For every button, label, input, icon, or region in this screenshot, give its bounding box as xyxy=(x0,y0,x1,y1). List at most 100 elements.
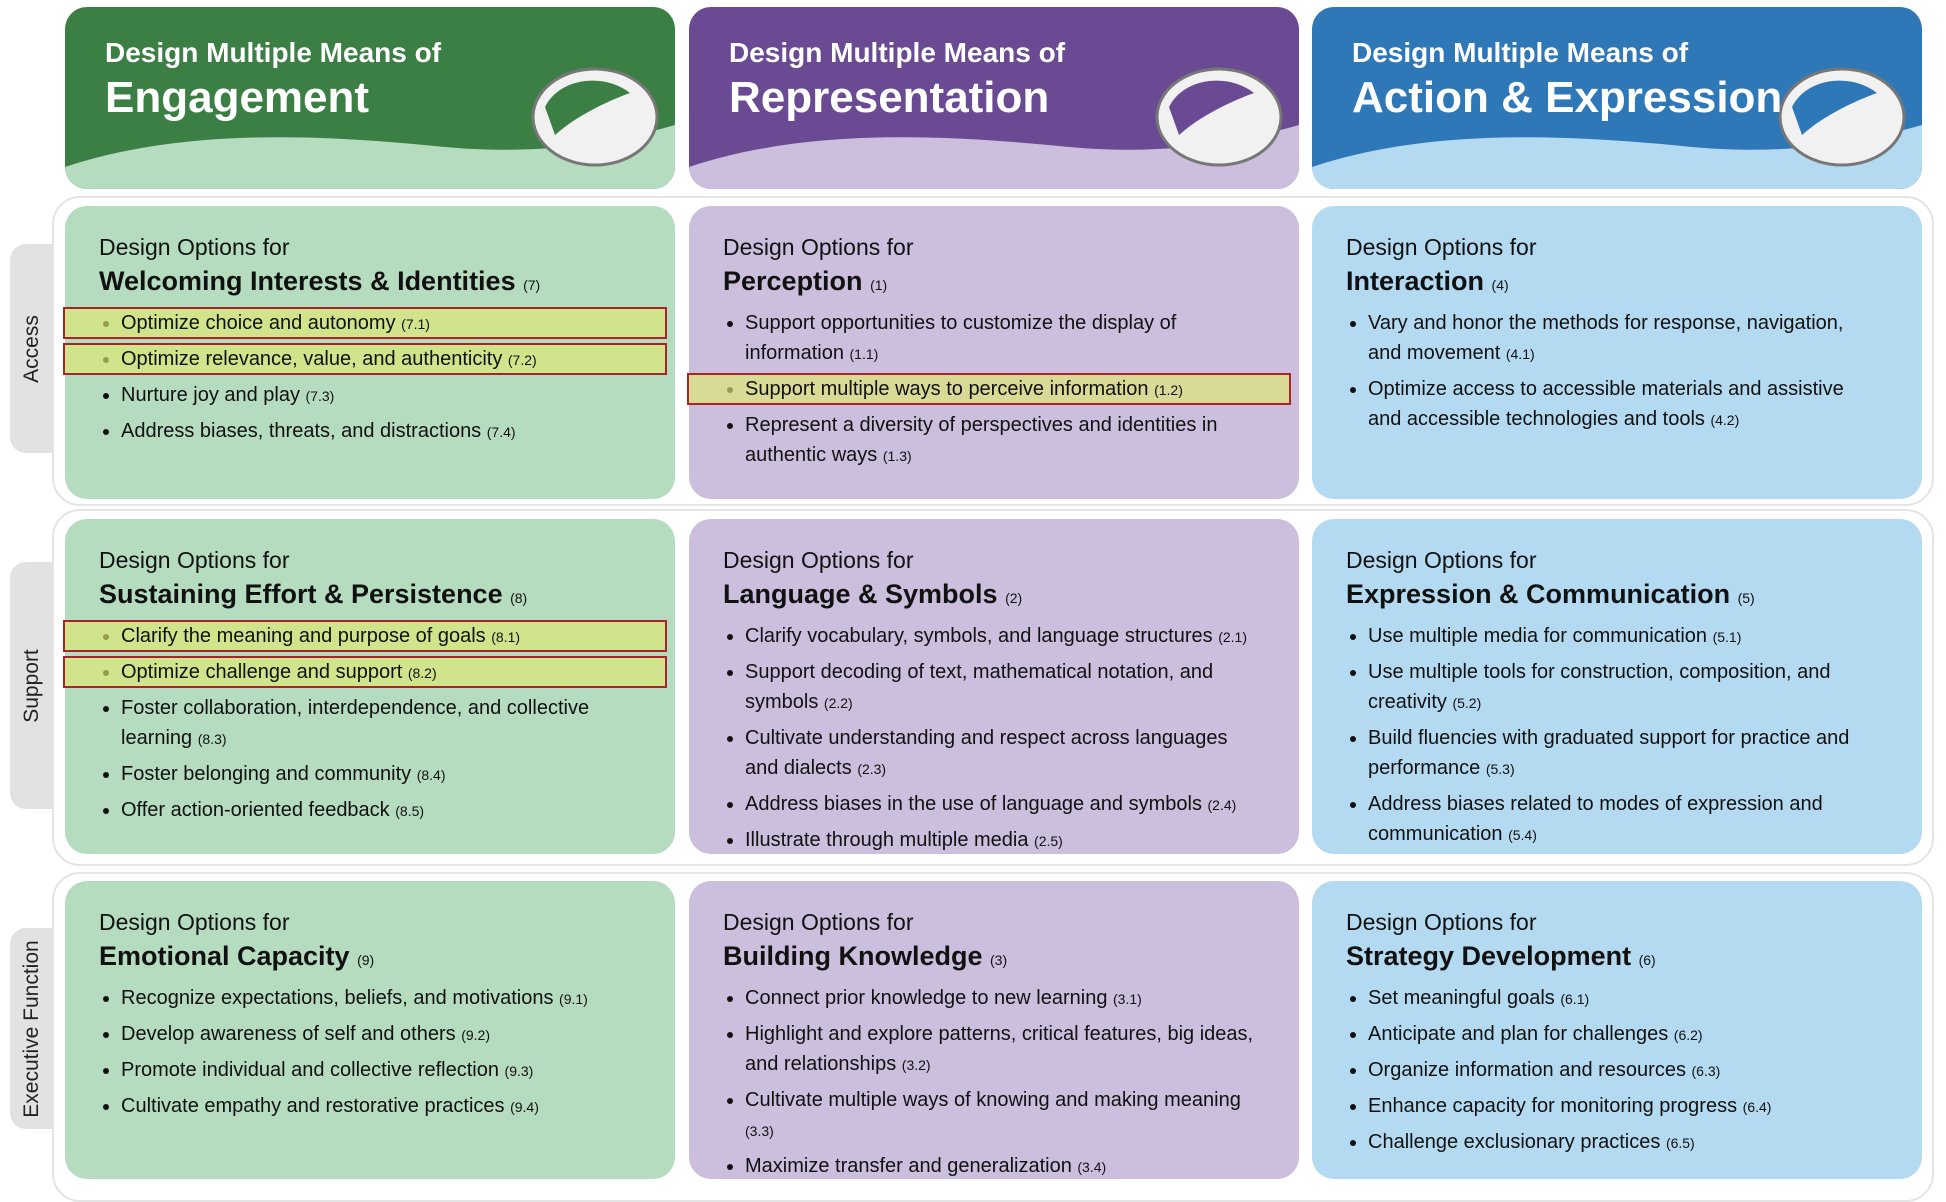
item-text: Illustrate through multiple media xyxy=(745,829,1029,851)
option-list: Clarify the meaning and purpose of goals… xyxy=(63,620,667,826)
item-text: Highlight and explore patterns, critical… xyxy=(745,1023,1254,1075)
cell-title-text: Sustaining Effort & Persistence xyxy=(99,579,503,609)
option-item: Clarify vocabulary, symbols, and languag… xyxy=(745,621,1255,652)
option-cell: Design Options for Language & Symbols (2)… xyxy=(689,519,1299,854)
option-cell: Design Options for Welcoming Interests & … xyxy=(63,206,675,499)
option-cell: Design Options for Building Knowledge (3)… xyxy=(689,881,1299,1179)
header-wave xyxy=(689,67,1299,189)
option-item: Use multiple tools for construction, com… xyxy=(1368,657,1878,718)
item-text: Build fluencies with graduated support f… xyxy=(1368,727,1850,779)
item-text: Use multiple tools for construction, com… xyxy=(1368,661,1831,713)
item-text: Cultivate empathy and restorative practi… xyxy=(121,1095,505,1117)
item-text: Support opportunities to customize the d… xyxy=(745,312,1177,364)
highlight-box xyxy=(63,343,667,375)
item-code: (2.4) xyxy=(1207,797,1237,813)
highlight-box xyxy=(63,656,667,688)
brain-lobe xyxy=(1169,80,1254,135)
column-header: Design Multiple Means of Engagement xyxy=(65,7,675,189)
option-item: Anticipate and plan for challenges (6.2) xyxy=(1368,1019,1878,1050)
header-wave xyxy=(65,67,675,189)
option-item: Represent a diversity of perspectives an… xyxy=(745,410,1255,471)
row-tab: Access xyxy=(10,244,54,453)
item-text: Vary and honor the methods for response,… xyxy=(1368,312,1844,364)
item-code: (7.3) xyxy=(305,388,335,404)
option-item: Highlight and explore patterns, critical… xyxy=(745,1019,1255,1080)
option-item: Maximize transfer and generalization (3.… xyxy=(745,1151,1255,1182)
cell-title-text: Interaction xyxy=(1346,266,1485,296)
item-text: Anticipate and plan for challenges xyxy=(1368,1023,1669,1045)
row-label: Support xyxy=(20,648,43,723)
option-item: Support multiple ways to perceive inform… xyxy=(687,373,1291,405)
item-text: Address biases, threats, and distraction… xyxy=(121,420,482,442)
item-code: (9.2) xyxy=(461,1027,490,1043)
header-title: Engagement xyxy=(105,73,370,122)
item-code: (2.3) xyxy=(857,761,887,777)
cell-title-text: Perception xyxy=(723,266,863,296)
item-code: (3.3) xyxy=(745,1123,774,1139)
item-code: (3.2) xyxy=(901,1057,931,1073)
option-list: Optimize choice and autonomy (7.1)Optimi… xyxy=(63,307,667,447)
cell-number: (2) xyxy=(1005,590,1023,606)
cell-title: Sustaining Effort & Persistence (8) xyxy=(99,575,635,617)
item-text: Develop awareness of self and others xyxy=(121,1023,456,1045)
option-item: Build fluencies with graduated support f… xyxy=(1368,723,1878,784)
cell-prefix: Design Options for xyxy=(99,234,290,260)
item-code: (3.4) xyxy=(1077,1159,1107,1175)
cell-title: Welcoming Interests & Identities (7) xyxy=(99,262,635,304)
option-list: Set meaningful goals (6.1) Anticipate and… xyxy=(1346,983,1878,1158)
cell-number: (5) xyxy=(1737,590,1755,606)
item-code: (1.1) xyxy=(849,346,879,362)
option-cell: Design Options for Emotional Capacity (9)… xyxy=(65,881,675,1179)
cell-number: (8) xyxy=(510,590,528,606)
cell-prefix: Design Options for xyxy=(723,547,914,573)
item-code: (6.1) xyxy=(1560,991,1590,1007)
item-code: (8.5) xyxy=(395,803,425,819)
row-tab: Executive Function xyxy=(10,928,54,1129)
wave xyxy=(65,125,675,189)
option-item: Enhance capacity for monitoring progress… xyxy=(1368,1091,1878,1122)
option-item: Support decoding of text, mathematical n… xyxy=(745,657,1255,718)
option-item: Cultivate multiple ways of knowing and m… xyxy=(745,1085,1255,1146)
item-code: (4.2) xyxy=(1710,412,1740,428)
cell-number: (4) xyxy=(1491,277,1509,293)
option-item: Vary and honor the methods for response,… xyxy=(1368,308,1878,369)
option-item: Connect prior knowledge to new learning … xyxy=(745,983,1255,1014)
item-code: (7.2) xyxy=(507,352,537,368)
option-cell: Design Options for Strategy Development (… xyxy=(1312,881,1922,1179)
item-code: (8.2) xyxy=(407,665,437,681)
row-tab: Support xyxy=(10,562,54,809)
item-text: Represent a diversity of perspectives an… xyxy=(745,414,1218,466)
option-item: Foster collaboration, interdependence, a… xyxy=(121,693,631,754)
wave xyxy=(689,125,1299,189)
item-text: Address biases in the use of language an… xyxy=(745,793,1202,815)
option-item: Nurture joy and play (7.3) xyxy=(121,380,631,411)
option-list: Clarify vocabulary, symbols, and languag… xyxy=(723,621,1255,856)
cell-number: (3) xyxy=(990,952,1008,968)
header-wave xyxy=(1312,67,1922,189)
cell-title: Interaction (4) xyxy=(1346,262,1882,304)
option-item: Recognize expectations, beliefs, and mot… xyxy=(121,983,631,1014)
item-text: Optimize access to accessible materials … xyxy=(1368,378,1844,430)
item-text: Nurture joy and play xyxy=(121,384,300,406)
item-code: (8.4) xyxy=(416,767,446,783)
option-item: Address biases in the use of language an… xyxy=(745,789,1255,820)
item-code: (6.3) xyxy=(1691,1063,1721,1079)
cell-title-text: Language & Symbols xyxy=(723,579,998,609)
option-item: Use multiple media for communication (5.… xyxy=(1368,621,1878,652)
header-prefix: Design Multiple Means of xyxy=(729,37,1066,68)
item-text: Foster belonging and community xyxy=(121,763,412,785)
cell-number: (1) xyxy=(870,277,888,293)
cell-number: (7) xyxy=(523,277,541,293)
header-prefix: Design Multiple Means of xyxy=(1352,37,1689,68)
column-header: Design Multiple Means of Action & Express… xyxy=(1312,7,1922,189)
header-prefix: Design Multiple Means of xyxy=(105,37,442,68)
item-text: Challenge exclusionary practices xyxy=(1368,1131,1661,1153)
cell-prefix: Design Options for xyxy=(99,547,290,573)
cell-title-text: Emotional Capacity xyxy=(99,941,350,971)
cell-prefix: Design Options for xyxy=(723,909,914,935)
cell-title-text: Welcoming Interests & Identities xyxy=(99,266,516,296)
item-text: Cultivate understanding and respect acro… xyxy=(745,727,1228,779)
cell-title-text: Expression & Communication xyxy=(1346,579,1731,609)
option-item: Clarify the meaning and purpose of goals… xyxy=(63,620,667,652)
